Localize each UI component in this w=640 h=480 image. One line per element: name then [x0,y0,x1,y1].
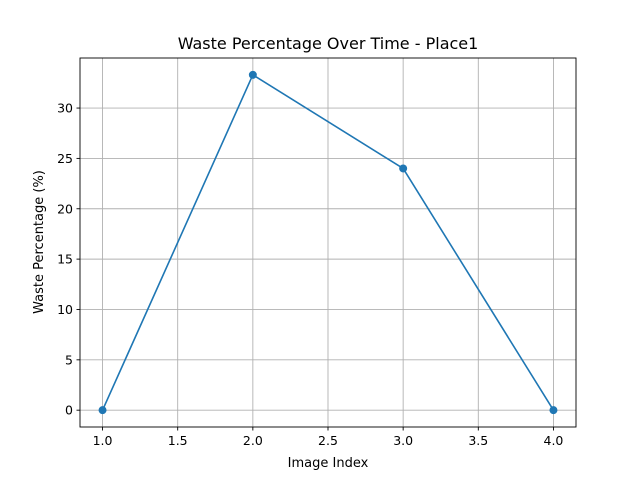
data-point-marker [549,406,558,415]
y-tick: 30 [57,101,80,116]
y-tick: 15 [57,252,80,267]
y-tick: 10 [57,302,80,317]
y-tick: 20 [57,201,80,216]
y-tick-label: 15 [57,252,73,267]
data-point-marker [248,70,257,79]
x-axis-label: Image Index [288,456,369,471]
y-tick: 5 [65,352,80,367]
y-tick-label: 10 [57,302,73,317]
x-tick: 4.0 [544,427,564,448]
y-tick-label: 5 [65,352,73,367]
x-tick: 3.0 [393,427,413,448]
x-tick-label: 3.0 [393,433,413,448]
chart-title: Waste Percentage Over Time - Place1 [178,34,479,53]
axis-ticks: 1.0 1.5 2.0 2.5 3.0 3.5 4.0 0 5 10 15 20 25 30 [57,101,563,448]
plot-frame [79,57,577,428]
data-point-marker [98,406,107,415]
grid-lines [80,58,576,427]
x-tick-label: 2.5 [318,433,338,448]
y-tick-label: 20 [57,201,73,216]
y-axis-label: Waste Percentage (%) [32,170,47,314]
x-tick-label: 2.0 [243,433,263,448]
x-tick: 1.5 [168,427,188,448]
y-tick-label: 0 [65,403,73,418]
y-tick-label: 25 [57,151,73,166]
y-tick-label: 30 [57,101,73,116]
x-tick-label: 1.5 [168,433,188,448]
series-waste-percentage [98,70,558,415]
x-tick-label: 1.0 [93,433,113,448]
series-line [101,74,555,411]
x-tick: 1.0 [93,427,113,448]
x-tick-label: 4.0 [544,433,564,448]
x-tick-label: 3.5 [468,433,488,448]
x-tick: 2.5 [318,427,338,448]
x-tick: 2.0 [243,427,263,448]
x-tick: 3.5 [468,427,488,448]
y-tick: 25 [57,151,80,166]
data-point-marker [399,164,408,173]
y-tick: 0 [65,403,80,418]
